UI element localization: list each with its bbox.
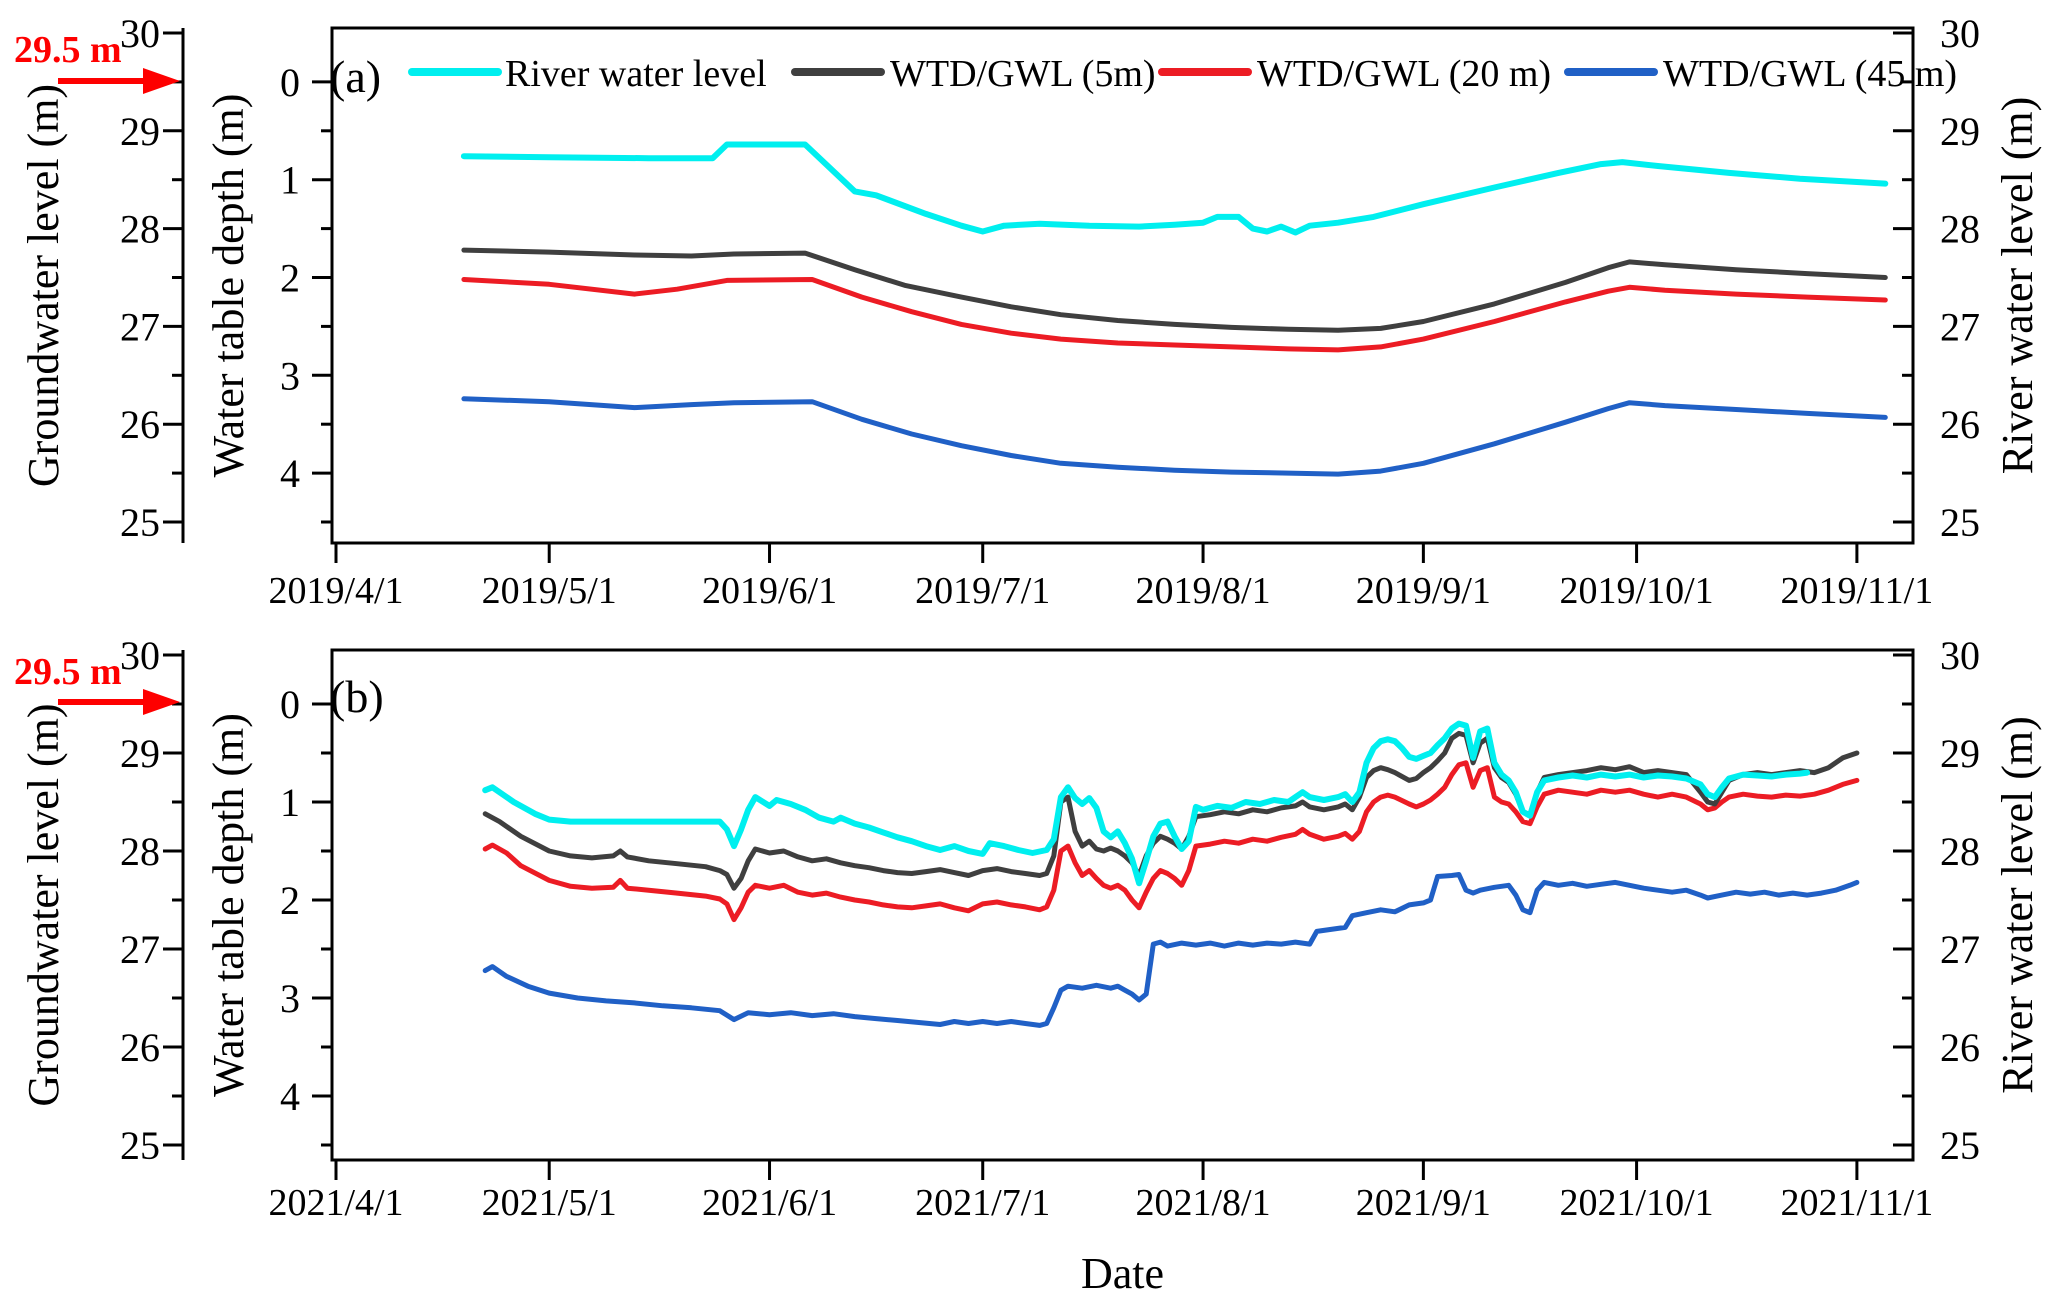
river-axis-title: River water level (m) <box>1993 97 2042 475</box>
x-tick-label: 2019/11/1 <box>1781 570 1934 612</box>
groundwater-tick-label: 25 <box>120 1123 160 1168</box>
series-line-wtd-gwl-45-m- <box>461 396 1888 477</box>
series-line-wtd-gwl-5m- <box>461 247 1888 333</box>
panel-letter-b: (b) <box>330 671 384 722</box>
annotation-29-5m-label: 29.5 m <box>14 651 122 693</box>
annotation-29-5m-label: 29.5 m <box>14 29 122 71</box>
wtd-axis-title: Water table depth (m) <box>204 713 253 1097</box>
date-axis-title: Date <box>1081 1249 1164 1298</box>
groundwater-tick-label: 25 <box>120 500 160 545</box>
river-tick-label: 28 <box>1940 207 1980 252</box>
river-tick-label: 26 <box>1940 402 1980 447</box>
x-tick-label: 2019/10/1 <box>1560 570 1714 612</box>
series-line-wtd-gwl-5m- <box>482 730 1860 891</box>
wtd-tick-label: 4 <box>280 451 300 496</box>
x-tick-label: 2019/4/1 <box>268 570 403 612</box>
x-tick-label: 2021/7/1 <box>915 1182 1050 1224</box>
groundwater-tick-label: 26 <box>120 402 160 447</box>
groundwater-tick-label: 27 <box>120 304 160 349</box>
groundwater-tick-label: 27 <box>120 927 160 972</box>
x-tick-label: 2021/11/1 <box>1781 1182 1934 1224</box>
river-tick-label: 29 <box>1940 109 1980 154</box>
wtd-tick-label: 4 <box>280 1074 300 1119</box>
wtd-tick-label: 2 <box>280 878 300 923</box>
wtd-tick-label: 0 <box>280 60 300 105</box>
series-line-wtd-gwl-45-m- <box>482 872 1860 1028</box>
river-tick-label: 27 <box>1940 304 1980 349</box>
x-tick-label: 2021/9/1 <box>1356 1182 1491 1224</box>
series-line-wtd-gwl-20-m- <box>482 760 1860 923</box>
x-tick-label: 2019/6/1 <box>702 570 837 612</box>
x-tick-label: 2019/8/1 <box>1135 570 1270 612</box>
series-line-river-water-level <box>482 720 1811 887</box>
legend-label-1: River water level <box>505 53 767 95</box>
river-tick-label: 29 <box>1940 731 1980 776</box>
annotation-arrow-head <box>143 689 180 715</box>
series-line-wtd-gwl-20-m- <box>461 277 1888 353</box>
x-tick-label: 2021/8/1 <box>1135 1182 1270 1224</box>
groundwater-tick-label: 29 <box>120 731 160 776</box>
panel-letter-a: (a) <box>330 51 381 102</box>
groundwater-tick-label: 26 <box>120 1025 160 1070</box>
river-tick-label: 25 <box>1940 1123 1980 1168</box>
groundwater-axis-title: Groundwater level (m) <box>19 703 68 1106</box>
series-line-river-water-level <box>460 141 1889 236</box>
plot-box-(b) <box>330 648 1915 1162</box>
legend-label-2: WTD/GWL (5m) <box>890 53 1156 95</box>
x-tick-label: 2021/10/1 <box>1560 1182 1714 1224</box>
x-tick-label: 2019/5/1 <box>482 570 617 612</box>
annotation-arrow-head <box>143 68 180 94</box>
wtd-axis-title: Water table depth (m) <box>204 94 253 478</box>
river-axis-title: River water level (m) <box>1993 716 2042 1094</box>
river-tick-label: 30 <box>1940 11 1980 56</box>
wtd-tick-label: 3 <box>280 353 300 398</box>
groundwater-tick-label: 30 <box>120 633 160 678</box>
groundwater-axis-title: Groundwater level (m) <box>19 84 68 487</box>
wtd-tick-label: 1 <box>280 780 300 825</box>
groundwater-tick-label: 30 <box>120 11 160 56</box>
legend-label-4: WTD/GWL (45 m) <box>1663 53 1957 95</box>
river-tick-label: 25 <box>1940 500 1980 545</box>
groundwater-tick-label: 28 <box>120 829 160 874</box>
wtd-tick-label: 3 <box>280 976 300 1021</box>
x-tick-label: 2019/7/1 <box>915 570 1050 612</box>
wtd-tick-label: 2 <box>280 256 300 301</box>
river-tick-label: 27 <box>1940 927 1980 972</box>
x-tick-label: 2021/6/1 <box>702 1182 837 1224</box>
river-tick-label: 26 <box>1940 1025 1980 1070</box>
wtd-tick-label: 0 <box>280 682 300 727</box>
groundwater-tick-label: 28 <box>120 207 160 252</box>
x-tick-label: 2019/9/1 <box>1356 570 1491 612</box>
river-tick-label: 30 <box>1940 633 1980 678</box>
plot-box-(a) <box>330 26 1915 545</box>
x-tick-label: 2021/4/1 <box>268 1182 403 1224</box>
legend-label-3: WTD/GWL (20 m) <box>1257 53 1551 95</box>
river-tick-label: 28 <box>1940 829 1980 874</box>
wtd-tick-label: 1 <box>280 158 300 203</box>
groundwater-tick-label: 29 <box>120 109 160 154</box>
x-tick-label: 2021/5/1 <box>482 1182 617 1224</box>
